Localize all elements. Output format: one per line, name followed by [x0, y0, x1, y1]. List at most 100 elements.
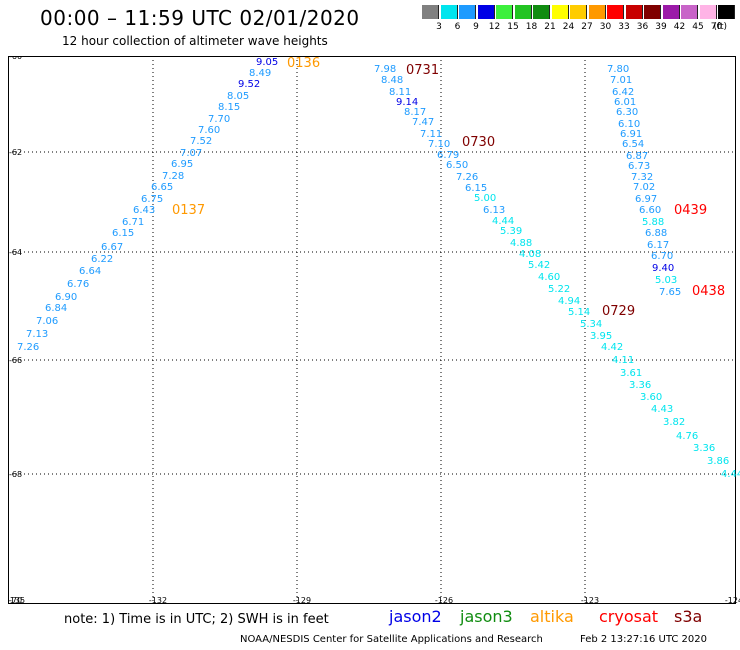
wave-height-label: 5.34 [580, 319, 602, 330]
legend-swatch [533, 5, 550, 19]
wave-height-label: 6.54 [622, 139, 644, 150]
pass-time-label: 0438 [692, 284, 725, 299]
legend-swatch [477, 5, 495, 19]
wave-height-label: 7.65 [659, 287, 681, 298]
credit-text: NOAA/NESDIS Center for Satellite Applica… [240, 634, 543, 645]
wave-height-label: 4.08 [519, 249, 541, 260]
generated-timestamp: Feb 2 13:27:16 UTC 2020 [580, 634, 707, 645]
legend-label: 3 [436, 22, 442, 32]
wave-height-label: 6.87 [626, 151, 648, 162]
legend-label: 42 [673, 22, 686, 32]
legend-swatch [699, 5, 717, 19]
wave-height-label: 7.70 [208, 114, 230, 125]
wave-height-label: 8.05 [227, 91, 249, 102]
wave-height-label: 4.94 [558, 296, 580, 307]
page-title: 00:00 – 11:59 UTC 02/01/2020 [40, 6, 360, 30]
wave-height-label: 6.64 [79, 266, 101, 277]
altimeter-map: -60 -62 -64 -66 -68 -70-135 -132 -129 -126 -123 -1… [8, 56, 740, 605]
y-tick-label: -60 [9, 56, 22, 61]
mission-cryosat: cryosat [599, 607, 659, 626]
legend-label: 33 [618, 22, 630, 32]
legend-swatch [718, 5, 735, 19]
wave-height-label: 6.01 [614, 97, 636, 108]
wave-height-label: 9.05 [256, 57, 278, 68]
wave-height-label: 6.97 [635, 194, 657, 205]
legend-label: 45 [692, 22, 704, 32]
wave-height-label: 3.61 [620, 368, 642, 379]
x-tick-label: -135 [8, 596, 25, 605]
pass-time-label: 0729 [602, 304, 635, 319]
wave-height-label: 7.01 [610, 75, 632, 86]
wave-height-label: 4.60 [538, 272, 560, 283]
wave-height-label: 6.67 [101, 242, 123, 253]
wave-height-label: 5.22 [548, 284, 570, 295]
wave-height-label: 7.32 [631, 172, 653, 183]
x-tick-label: -132 [149, 596, 167, 605]
legend-swatch [570, 5, 587, 19]
wave-height-label: 5.14 [568, 307, 590, 318]
wave-height-label: 7.80 [607, 64, 629, 75]
legend-swatch [459, 5, 476, 19]
wave-height-label: 6.15 [112, 228, 134, 239]
legend-label: 9 [473, 22, 479, 32]
legend-swatch [644, 5, 661, 19]
wave-height-label: 8.17 [404, 107, 426, 118]
pass-time-label: 0730 [462, 135, 495, 150]
y-tick-label: -68 [9, 470, 22, 479]
y-tick-label: -66 [9, 356, 22, 365]
wave-height-label: 4.43 [651, 404, 673, 415]
wave-height-label: 7.98 [374, 64, 396, 75]
legend-label: 27 [581, 22, 593, 32]
legend-swatch [422, 5, 439, 19]
wave-height-label: 4.76 [676, 431, 698, 442]
wave-height-label: 6.30 [616, 107, 638, 118]
legend-label: 24 [562, 22, 575, 32]
pass-time-label: 0731 [406, 63, 439, 78]
wave-height-label: 3.86 [707, 456, 729, 467]
wave-height-label: 7.02 [633, 182, 655, 193]
wave-height-label: 3.95 [590, 331, 612, 342]
pass-time-label: 0137 [172, 203, 205, 218]
legend-swatch [625, 5, 643, 19]
wave-height-label: 7.47 [412, 117, 434, 128]
wave-height-label: 7.60 [198, 125, 220, 136]
legend-swatch [440, 5, 458, 19]
wave-height-label: 6.76 [67, 279, 89, 290]
wave-height-label: 4.88 [510, 238, 532, 249]
wave-height-label: 6.43 [133, 205, 155, 216]
wave-height-label: 5.03 [655, 275, 677, 286]
wave-height-label: 7.26 [17, 342, 39, 353]
x-tick-label: -129 [293, 596, 311, 605]
mission-jason2: jason2 [389, 607, 442, 626]
wave-height-label: 5.88 [642, 217, 664, 228]
legend-swatch [496, 5, 513, 19]
wave-height-label: 7.52 [190, 136, 212, 147]
wave-height-label: 8.48 [381, 75, 403, 86]
wave-height-label: 3.36 [629, 380, 651, 391]
wave-height-label: 6.10 [618, 119, 640, 130]
wave-height-label: 6.50 [446, 160, 468, 171]
legend-swatch [607, 5, 624, 19]
legend-label: 15 [507, 22, 519, 32]
wave-height-label: 9.14 [396, 97, 418, 108]
x-tick-label: -123 [581, 596, 599, 605]
wave-height-label: 6.79 [437, 150, 459, 161]
wave-height-label: 5.42 [528, 260, 550, 271]
wave-height-label: 7.10 [428, 139, 450, 150]
wave-height-label: 6.22 [91, 254, 113, 265]
wave-height-label: 7.07 [180, 148, 202, 159]
legend-label: 18 [525, 22, 538, 32]
wave-height-label: 3.60 [640, 392, 662, 403]
wave-height-label: 6.13 [483, 205, 505, 216]
legend-label: 12 [488, 22, 501, 32]
x-tick-label: -126 [435, 596, 453, 605]
wave-height-label: 4.42 [601, 342, 623, 353]
wave-height-label: 6.42 [612, 87, 634, 98]
legend-label: 70 [710, 22, 723, 32]
legend-swatch [588, 5, 606, 19]
pass-time-label: 0136 [287, 56, 320, 71]
y-tick-label: -64 [9, 248, 22, 257]
wave-height-label: 7.26 [456, 172, 478, 183]
wave-height-label: 6.60 [639, 205, 661, 216]
wave-height-label: 3.36 [693, 443, 715, 454]
